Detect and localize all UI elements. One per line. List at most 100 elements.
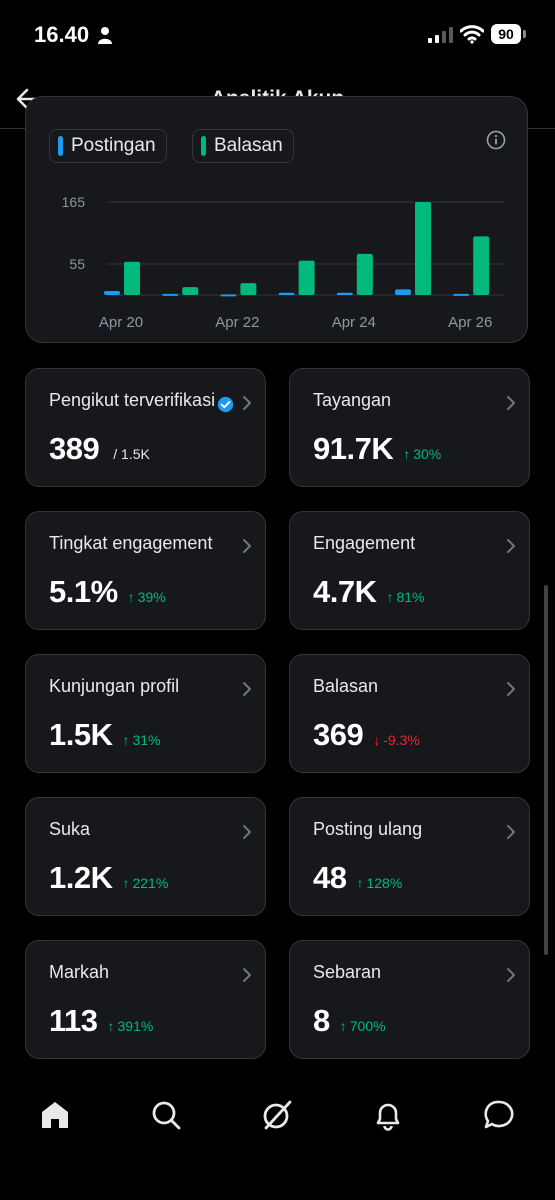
status-bar: 16.40 90	[0, 0, 555, 70]
bar-balasan	[298, 260, 315, 295]
arrow-down-icon: ↓	[373, 732, 381, 748]
bar-postingan	[395, 289, 411, 295]
metric-tile[interactable]: Kunjungan profil 1.5K ↑ 31%	[25, 654, 266, 773]
metric-label: Kunjungan profil	[49, 676, 180, 696]
arrow-up-icon: ↑	[122, 732, 130, 748]
metric-change-value: 39%	[137, 589, 166, 605]
metric-value-row: 91.7K ↑ 30%	[313, 431, 441, 467]
metric-label: Suka	[49, 819, 91, 839]
metric-change: ↑ 81%	[386, 589, 424, 605]
metric-tile[interactable]: Markah 113 ↑ 391%	[25, 940, 266, 1059]
metric-label: Pengikut terverifikasi	[49, 390, 216, 410]
metric-change: ↑ 128%	[356, 875, 402, 891]
metric-value-row: 1.5K ↑ 31%	[49, 717, 161, 753]
bar-balasan	[415, 202, 431, 295]
arrow-up-icon: ↑	[339, 1018, 347, 1034]
metric-label: Engagement	[313, 533, 416, 553]
metric-change: ↑ 31%	[122, 732, 160, 748]
chevron-right-icon	[507, 539, 515, 553]
chevron-right-icon	[243, 396, 251, 410]
metric-value: 91.7K	[313, 431, 394, 466]
bar-postingan	[220, 294, 237, 297]
home-icon	[42, 1102, 68, 1128]
metric-tile[interactable]: Pengikut terverifikasi 389 / 1.5K	[25, 368, 266, 487]
metric-tile[interactable]: Tayangan 91.7K ↑ 30%	[289, 368, 530, 487]
y-tick-label: 165	[62, 194, 86, 210]
chevron-right-icon	[507, 968, 515, 982]
bar-chart: 55 165 Apr 20 Apr 22 Apr 24 Apr 26	[62, 194, 504, 331]
metric-change: ↑ 700%	[340, 1018, 386, 1034]
bar-postingan	[278, 292, 295, 295]
info-icon[interactable]	[486, 130, 506, 150]
legend-postingan[interactable]: Postingan	[49, 129, 167, 163]
metric-value-row: 8 ↑ 700%	[313, 1003, 386, 1039]
metric-value-row: 5.1% ↑ 39%	[49, 574, 166, 610]
x-tick-label: Apr 22	[215, 314, 259, 331]
messages-icon	[484, 1100, 514, 1129]
metric-label: Tingkat engagement	[49, 533, 213, 553]
metric-value: 8	[313, 1003, 330, 1038]
bar-postingan	[104, 291, 120, 295]
chevron-right-icon	[507, 825, 515, 839]
bar-balasan	[124, 261, 140, 295]
nav-messages[interactable]	[469, 1085, 529, 1145]
metric-label: Sebaran	[313, 962, 382, 982]
nav-notifications[interactable]	[358, 1085, 418, 1145]
bar-balasan	[240, 283, 257, 295]
chevron-right-icon	[243, 539, 251, 553]
legend-swatch-postingan	[58, 136, 63, 156]
nav-search[interactable]	[136, 1085, 196, 1145]
metric-value: 5.1%	[49, 574, 118, 609]
chevron-right-icon	[507, 682, 515, 696]
verified-badge-icon	[217, 396, 234, 413]
metric-value-row: 389 / 1.5K	[49, 431, 150, 467]
metric-change-value: 81%	[396, 589, 425, 605]
chevron-right-icon	[507, 396, 515, 410]
battery-level: 90	[498, 26, 514, 42]
person-icon	[98, 27, 112, 44]
legend-label-balasan: Balasan	[214, 135, 283, 156]
metric-tile[interactable]: Tingkat engagement 5.1% ↑ 39%	[25, 511, 266, 630]
metric-value: 4.7K	[313, 574, 377, 609]
metric-tile[interactable]: Engagement 4.7K ↑ 81%	[289, 511, 530, 630]
metric-tile[interactable]: Balasan 369 ↓ -9.3%	[289, 654, 530, 773]
metric-value-row: 48 ↑ 128%	[313, 860, 402, 896]
metric-change-value: 31%	[132, 732, 161, 748]
scrollbar[interactable]	[544, 585, 548, 955]
nav-grok[interactable]	[247, 1085, 307, 1145]
search-icon	[152, 1101, 181, 1130]
x-tick-label: Apr 26	[448, 314, 492, 331]
notifications-icon	[376, 1103, 400, 1131]
nav-home[interactable]	[25, 1085, 85, 1145]
metric-change-value: 221%	[132, 875, 169, 891]
bar-balasan	[182, 287, 199, 295]
metric-tile[interactable]: Sebaran 8 ↑ 700%	[289, 940, 530, 1059]
x-tick-label: Apr 20	[99, 314, 143, 331]
metric-tile[interactable]: Posting ulang 48 ↑ 128%	[289, 797, 530, 916]
legend-balasan[interactable]: Balasan	[192, 129, 294, 163]
arrow-up-icon: ↑	[403, 446, 411, 462]
grok-icon	[263, 1100, 292, 1130]
metric-total: / 1.5K	[113, 446, 150, 462]
arrow-up-icon: ↑	[122, 875, 130, 891]
chart-card: Postingan Balasan 55 165 Apr 20 Apr 22 Apr 2…	[25, 96, 528, 343]
metric-change-value: 391%	[117, 1018, 154, 1034]
metric-change-value: 128%	[366, 875, 403, 891]
metric-value-row: 113 ↑ 391%	[49, 1003, 153, 1039]
metric-change-value: -9.3%	[383, 732, 420, 748]
metric-label: Tayangan	[313, 390, 392, 410]
cellular-signal-icon	[428, 27, 453, 43]
metric-value: 389	[49, 431, 100, 466]
legend-swatch-balasan	[201, 136, 206, 156]
metric-change: ↑ 221%	[122, 875, 168, 891]
metric-label: Markah	[49, 962, 110, 982]
chevron-right-icon	[243, 682, 251, 696]
metric-value: 1.2K	[49, 860, 113, 895]
bottom-nav	[0, 1085, 555, 1145]
arrow-up-icon: ↑	[107, 1018, 115, 1034]
bar-postingan	[162, 293, 179, 296]
metric-change: ↑ 39%	[128, 589, 166, 605]
metric-value: 48	[313, 860, 347, 895]
metric-tile[interactable]: Suka 1.2K ↑ 221%	[25, 797, 266, 916]
metric-change-value: 700%	[349, 1018, 386, 1034]
